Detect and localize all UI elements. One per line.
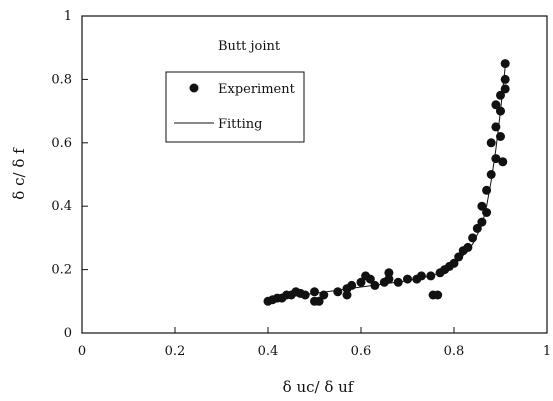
experiment-point — [491, 100, 501, 110]
experiment-point — [491, 154, 501, 164]
experiment-point — [314, 296, 324, 306]
experiment-point — [333, 287, 343, 297]
experiment-point — [486, 170, 496, 179]
legend-experiment-label: Experiment — [218, 82, 296, 97]
experiment-point — [500, 59, 510, 69]
experiment-point — [468, 233, 478, 243]
experiment-point — [426, 271, 436, 281]
experiment-point — [463, 242, 473, 252]
experiment-point — [433, 290, 443, 300]
experiment-point — [403, 274, 412, 284]
x-axis-title: δ uc/ δ uf — [283, 378, 355, 396]
experiment-point — [496, 132, 505, 141]
experiment-point — [477, 217, 487, 227]
x-tick-label: 0.6 — [351, 344, 372, 359]
x-tick-label: 0 — [78, 344, 86, 359]
experiment-point — [496, 90, 505, 100]
experiment-point — [384, 268, 394, 278]
y-tick-label: 1 — [64, 9, 72, 24]
experiment-point — [500, 84, 510, 94]
experiment-point — [356, 277, 366, 287]
x-tick-label: 0.4 — [258, 344, 279, 359]
experiment-point — [449, 258, 459, 268]
experiment-point — [472, 223, 482, 233]
experiment-point — [416, 271, 426, 281]
y-tick-label: 0.8 — [51, 72, 72, 87]
y-axis: 0 0.2 0.4 0.6 0.8 1 — [51, 9, 88, 341]
experiment-point — [482, 208, 492, 217]
plot-frame — [81, 15, 548, 334]
experiment-point — [500, 74, 510, 84]
experiment-points — [263, 59, 510, 306]
legend-experiment-marker — [189, 83, 199, 93]
experiment-point — [365, 274, 375, 284]
experiment-point — [486, 138, 496, 148]
x-axis: 0 0.2 0.4 0.6 0.8 1 — [78, 327, 551, 359]
experiment-point — [384, 274, 394, 284]
experiment-point — [496, 106, 505, 116]
y-tick-label: 0.2 — [51, 263, 72, 278]
legend-box — [165, 71, 305, 143]
y-tick-label: 0 — [64, 326, 72, 341]
experiment-point — [342, 290, 352, 300]
experiment-point — [482, 185, 492, 195]
experiment-point — [477, 201, 487, 211]
y-tick-label: 0.6 — [51, 136, 72, 151]
y-axis-title: δ c/ δ f — [10, 147, 28, 200]
experiment-point — [347, 280, 357, 290]
chart-annotation: Butt joint — [218, 39, 281, 54]
legend-fitting-label: Fitting — [218, 117, 262, 132]
experiment-point — [393, 277, 403, 287]
experiment-point — [319, 290, 329, 300]
x-tick-label: 0.2 — [165, 344, 186, 359]
experiment-point — [300, 290, 310, 300]
legend: Experiment Fitting — [165, 71, 305, 143]
x-tick-label: 0.8 — [444, 344, 465, 359]
x-tick-label: 1 — [543, 344, 551, 359]
experiment-point — [310, 287, 319, 297]
experiment-point — [454, 252, 464, 262]
experiment-point — [498, 157, 508, 167]
y-tick-label: 0.4 — [51, 199, 72, 214]
experiment-point — [370, 280, 380, 290]
experiment-point — [491, 122, 501, 132]
